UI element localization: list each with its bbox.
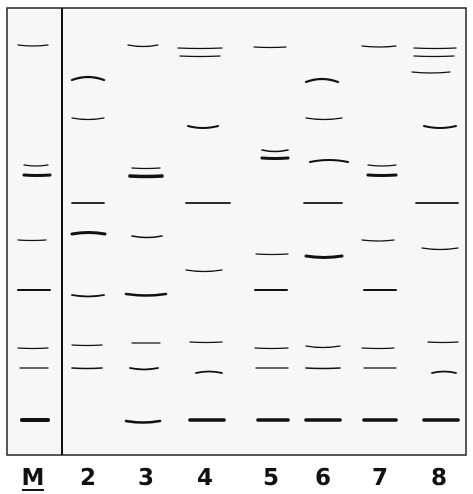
band: [72, 368, 102, 369]
band: [368, 175, 396, 176]
band: [414, 48, 456, 49]
band: [18, 348, 48, 349]
lane-label: 7: [372, 465, 388, 491]
band: [72, 345, 102, 346]
band: [414, 56, 454, 57]
band: [18, 240, 46, 241]
lane-label: 8: [431, 465, 447, 491]
band: [130, 176, 162, 177]
band: [262, 158, 288, 159]
band: [132, 168, 160, 169]
lane-label: 6: [315, 465, 331, 491]
gel-figure: M 2 3 4 5 6 7 8: [0, 0, 473, 494]
page: {"lane_labels": ["M", "2", "3", "4", "5"…: [0, 0, 473, 494]
band: [24, 175, 50, 176]
band: [255, 348, 288, 349]
band: [256, 254, 288, 255]
lane-label: 5: [263, 465, 279, 491]
band: [306, 256, 342, 258]
band: [180, 56, 220, 57]
lane-label: 2: [80, 465, 96, 491]
band: [362, 348, 394, 349]
band: [306, 368, 340, 369]
lane-label: 4: [197, 465, 213, 491]
band: [178, 48, 222, 49]
gel-frame: [7, 8, 466, 455]
lane-label: 3: [138, 465, 154, 491]
lane-labels: M 2 3 4 5 6 7 8: [22, 465, 447, 491]
band: [428, 342, 458, 343]
lane-label: M: [22, 465, 45, 491]
band: [190, 342, 222, 343]
band: [72, 233, 105, 235]
band: [254, 47, 286, 48]
